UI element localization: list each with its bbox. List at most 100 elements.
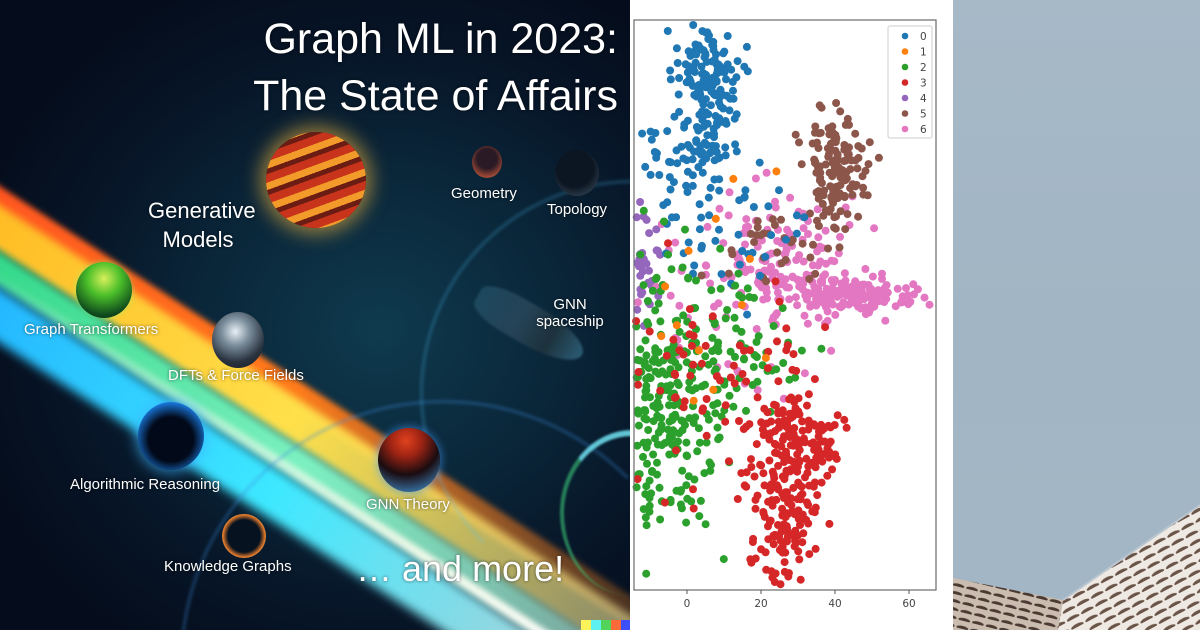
- scatter-point-class-6: [715, 204, 724, 213]
- scatter-point-class-6: [870, 224, 879, 233]
- scatter-point-class-2: [716, 244, 725, 253]
- scatter-point-class-2: [711, 409, 720, 418]
- scatter-point-class-6: [725, 188, 734, 197]
- scatter-point-class-6: [909, 280, 918, 289]
- scatter-point-class-3: [685, 330, 694, 339]
- scatter-point-class-0: [673, 59, 682, 67]
- scatter-point-class-2: [642, 482, 651, 491]
- scatter-point-class-2: [650, 357, 659, 366]
- scatter-point-class-6: [840, 269, 849, 278]
- scatter-point-class-3: [778, 504, 787, 513]
- scatter-point-class-3: [774, 461, 783, 470]
- signature-square-1: [591, 620, 601, 630]
- scatter-point-class-2: [682, 518, 691, 527]
- scatter-point-class-1: [661, 282, 670, 291]
- scatter-point-class-0: [666, 158, 675, 167]
- scatter-point-class-5: [832, 99, 841, 107]
- scatter-point-class-2: [639, 452, 647, 461]
- scatter-point-class-2: [684, 273, 693, 282]
- scatter-point-class-5: [812, 188, 821, 197]
- scatter-point-class-6: [773, 237, 782, 245]
- scatter-point-class-3: [776, 580, 785, 589]
- scatter-point-class-2: [667, 265, 676, 274]
- scatter-point-class-3: [685, 305, 694, 314]
- scatter-point-class-0: [694, 163, 703, 172]
- scatter-point-class-3: [748, 538, 757, 546]
- scatter-point-class-3: [765, 517, 774, 526]
- scatter-point-class-0: [697, 62, 706, 71]
- scatter-point-class-2: [694, 424, 703, 433]
- scatter-point-class-2: [642, 521, 651, 530]
- scatter-point-class-5: [798, 239, 807, 248]
- scatter-point-class-2: [636, 345, 645, 354]
- facade-right: [1058, 505, 1200, 630]
- scatter-point-class-2: [713, 423, 722, 432]
- scatter-point-class-3: [778, 406, 787, 415]
- scatter-point-class-0: [734, 230, 743, 239]
- scatter-point-class-0: [705, 149, 714, 158]
- scatter-point-class-2: [642, 386, 651, 395]
- scatter-point-class-6: [799, 224, 808, 233]
- scatter-point-class-6: [827, 299, 836, 307]
- scatter-point-class-3: [785, 428, 794, 437]
- scatter-point-class-1: [729, 174, 738, 183]
- scatter-point-class-5: [843, 210, 852, 219]
- scatter-point-class-6: [755, 280, 764, 289]
- scatter-point-class-3: [669, 335, 678, 344]
- scatter-point-class-5: [859, 183, 868, 192]
- scatter-point-class-2: [651, 306, 660, 315]
- scatter-point-class-5: [753, 217, 762, 226]
- x-tick-label: 20: [754, 598, 767, 610]
- scatter-point-class-6: [814, 292, 823, 301]
- scatter-point-class-1: [689, 396, 698, 405]
- label-gnn-spaceship-line-1: GNN: [553, 296, 587, 313]
- legend-marker-6: [901, 125, 909, 133]
- scatter-point-class-2: [709, 401, 718, 410]
- scatter-point-class-0: [722, 75, 730, 84]
- scatter-point-class-0: [722, 119, 731, 128]
- scatter-point-class-3: [747, 463, 756, 471]
- scatter-point-class-2: [791, 373, 800, 382]
- scatter-point-class-3: [759, 469, 768, 478]
- x-tick-label: 0: [684, 598, 691, 610]
- scatter-point-class-0: [740, 62, 749, 71]
- scatter-point-class-3: [771, 277, 780, 286]
- scatter-point-class-6: [666, 291, 675, 300]
- scatter-point-class-3: [780, 491, 789, 500]
- scatter-point-class-6: [851, 289, 860, 298]
- scatter-point-class-2: [697, 382, 706, 391]
- scatter-point-class-6: [815, 242, 824, 251]
- scatter-point-class-3: [687, 341, 696, 350]
- scatter-point-class-0: [690, 261, 699, 270]
- scatter-point-class-6: [714, 299, 723, 308]
- scatter-point-class-6: [781, 249, 790, 258]
- scatter-point-class-3: [778, 548, 787, 557]
- scatter-point-class-5: [841, 156, 850, 165]
- legend-marker-0: [901, 32, 909, 40]
- label-graph-transformers: Graph Transformers: [24, 321, 159, 338]
- scatter-point-class-5: [843, 114, 852, 123]
- scatter-point-class-3: [825, 448, 834, 457]
- scatter-point-class-5: [836, 207, 845, 216]
- scatter-point-class-6: [742, 265, 751, 274]
- scatter-point-class-0: [700, 138, 709, 147]
- scatter-point-class-0: [742, 42, 751, 51]
- scatter-point-class-4: [636, 271, 645, 280]
- scatter-point-class-5: [853, 164, 862, 173]
- scatter-point-class-2: [668, 429, 677, 438]
- scatter-point-class-2: [695, 438, 704, 447]
- scatter-point-class-2: [769, 322, 778, 330]
- scatter-point-class-2: [653, 440, 662, 449]
- scatter-point-class-3: [782, 346, 791, 355]
- scatter-point-class-2: [639, 206, 648, 215]
- scatter-point-class-5: [824, 244, 832, 253]
- scatter-point-class-5: [817, 103, 826, 112]
- scatter-point-class-5: [857, 144, 866, 153]
- scatter-point-class-3: [758, 425, 767, 434]
- scatter-point-class-6: [861, 310, 870, 319]
- scatter-point-class-5: [832, 212, 840, 221]
- scatter-point-class-3: [807, 439, 816, 448]
- legend-label-5: 5: [920, 108, 927, 120]
- scatter-point-class-3: [724, 457, 733, 466]
- scatter-point-class-3: [702, 395, 711, 403]
